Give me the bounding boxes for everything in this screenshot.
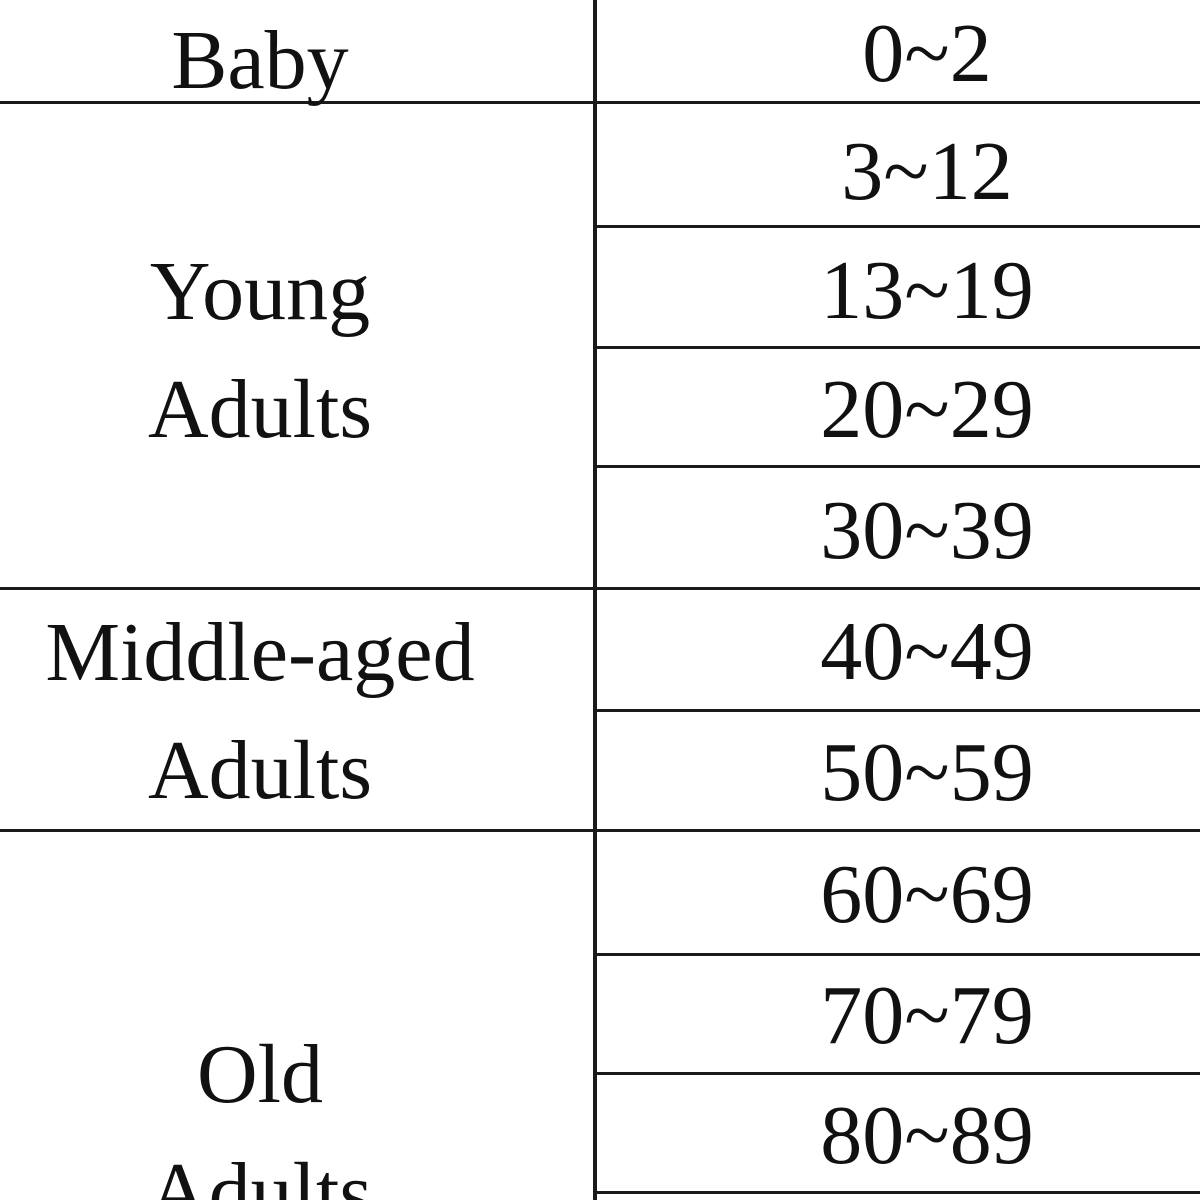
group-divider xyxy=(0,829,1200,832)
row-divider xyxy=(596,1072,1200,1075)
column-divider xyxy=(593,0,597,1200)
age-range-cell: 70~79 xyxy=(820,969,1034,1062)
category-cell-young-adults: Young Adults xyxy=(0,233,520,468)
row-divider xyxy=(596,953,1200,956)
category-cell-old-adults: Old Adults xyxy=(0,1016,520,1200)
age-range-cell: 30~39 xyxy=(820,484,1034,577)
row-divider xyxy=(596,346,1200,349)
age-range-cell: 80~89 xyxy=(820,1089,1034,1182)
age-range-cell: 20~29 xyxy=(820,363,1034,456)
category-label: Middle-aged xyxy=(45,606,475,699)
category-label: Young xyxy=(149,245,371,338)
category-label: Old xyxy=(197,1028,323,1121)
category-label: Adults xyxy=(147,723,373,817)
age-range-cell: 0~2 xyxy=(862,7,992,100)
group-divider xyxy=(0,587,1200,590)
age-range-cell: 50~59 xyxy=(820,726,1034,819)
age-range-cell: 40~49 xyxy=(820,605,1034,698)
category-label: Adults xyxy=(147,1145,373,1200)
row-divider xyxy=(596,709,1200,712)
row-divider xyxy=(596,1191,1200,1194)
age-range-cell: 60~69 xyxy=(820,848,1034,941)
row-divider xyxy=(596,465,1200,468)
category-cell-middle-aged-adults: Middle-aged Adults xyxy=(0,594,520,829)
group-divider xyxy=(0,101,1200,104)
row-divider xyxy=(596,225,1200,228)
age-range-cell: 13~19 xyxy=(820,244,1034,337)
category-label: Adults xyxy=(147,362,373,456)
category-label: Baby xyxy=(171,14,349,107)
age-range-cell: 3~12 xyxy=(841,125,1013,218)
category-cell-baby: Baby xyxy=(0,2,520,120)
